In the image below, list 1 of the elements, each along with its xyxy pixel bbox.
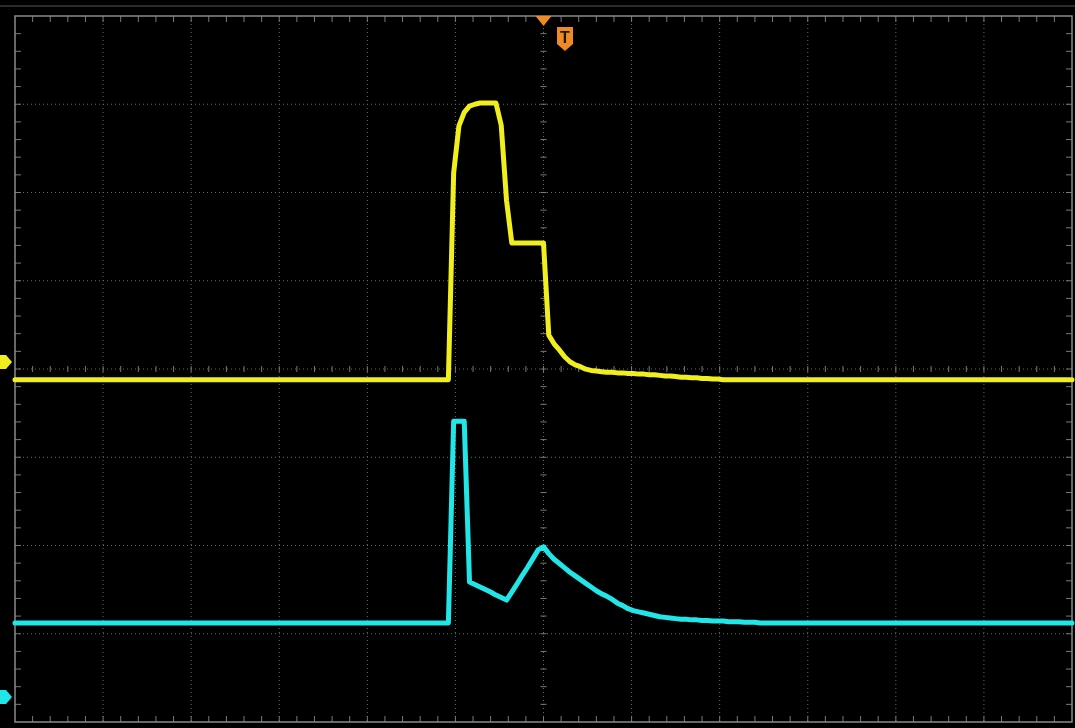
text: T <box>560 29 571 46</box>
